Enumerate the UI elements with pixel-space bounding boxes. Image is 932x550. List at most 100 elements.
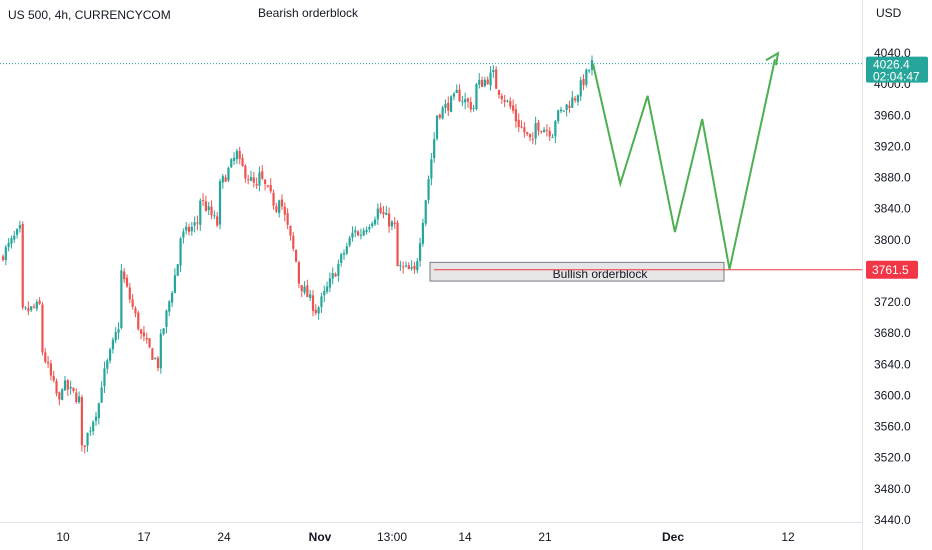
candle-body	[365, 229, 368, 232]
candle-body	[199, 200, 202, 225]
candle-body	[430, 159, 433, 179]
candle-body	[75, 392, 78, 403]
candle-body	[385, 212, 388, 215]
price-tick-label: 3840.0	[874, 202, 911, 216]
candle-body	[531, 138, 534, 140]
candle-body	[142, 332, 146, 337]
candle-body	[455, 89, 458, 94]
candle-body	[492, 69, 495, 73]
candle-body	[464, 99, 467, 103]
candle-body	[207, 206, 210, 211]
candle-body	[323, 290, 326, 296]
candle-body	[452, 93, 456, 97]
last-price-value: 4026.4	[873, 58, 910, 72]
candle-body	[280, 199, 284, 207]
candle-body	[565, 104, 568, 110]
candle-body	[247, 179, 250, 181]
candle-body	[526, 132, 529, 135]
support-price-value: 3761.5	[872, 263, 909, 277]
candle-body	[362, 230, 365, 236]
candle-body	[283, 206, 286, 215]
candle-body	[551, 136, 554, 138]
projection-path[interactable]	[592, 59, 776, 270]
candle-body	[89, 430, 92, 432]
chart-title: US 500, 4h, CURRENCYCOM	[8, 8, 171, 22]
candle-body	[55, 380, 58, 394]
candle-body	[331, 273, 334, 279]
candle-body	[571, 97, 574, 108]
candle-body	[309, 294, 312, 298]
candle-body	[317, 307, 320, 314]
candle-body	[548, 130, 551, 137]
bullish-orderblock-box[interactable]	[429, 261, 725, 282]
candle-body	[278, 200, 281, 213]
candle-body	[523, 127, 526, 133]
candle-body	[269, 184, 272, 192]
candle-body	[576, 95, 580, 102]
candle-body	[542, 129, 546, 133]
candle-body	[393, 222, 396, 224]
candle-body	[342, 253, 346, 255]
candle-body	[537, 122, 540, 131]
candle-body	[176, 264, 179, 276]
time-tick-label: 21	[538, 530, 552, 544]
candle-body	[224, 177, 227, 182]
candle-body	[421, 222, 425, 244]
price-tick-label: 3880.0	[874, 171, 911, 185]
candle-body	[63, 380, 67, 391]
candle-body	[134, 308, 137, 314]
candle-body	[351, 232, 354, 238]
candle-body	[382, 212, 385, 215]
candle-body	[24, 307, 27, 309]
candle-body	[486, 79, 489, 84]
candle-body	[159, 333, 162, 369]
candle-body	[187, 226, 191, 232]
time-tick-label: 24	[217, 530, 231, 544]
candle-body	[218, 181, 222, 225]
candle-body	[241, 158, 244, 167]
candle-body	[30, 306, 33, 311]
candle-body	[182, 231, 185, 238]
candle-body	[148, 338, 151, 348]
time-axis[interactable]: 10 17 24 Nov 13:00 14 21 Dec 12	[56, 530, 795, 544]
time-tick-label: 13:00	[377, 530, 407, 544]
candle-body	[466, 98, 470, 102]
candle-body	[483, 79, 487, 86]
candle-body	[15, 229, 19, 235]
candle-body	[66, 380, 69, 390]
candle-body	[495, 69, 498, 89]
candle-body	[356, 231, 360, 236]
candle-body	[252, 177, 255, 183]
candle-body	[402, 266, 405, 268]
candle-body	[128, 287, 131, 300]
candle-body	[193, 222, 196, 226]
candle-body	[334, 273, 337, 277]
candle-body	[227, 167, 230, 181]
candle-body	[396, 222, 399, 267]
candle-body	[162, 328, 165, 334]
candle-body	[590, 60, 594, 70]
candle-body	[416, 261, 419, 271]
candle-body	[58, 392, 61, 400]
time-tick-label: 14	[458, 530, 472, 544]
candle-body	[503, 100, 506, 102]
candle-body	[38, 300, 41, 304]
candle-body	[170, 292, 174, 303]
candle-body	[86, 432, 89, 446]
candle-body	[585, 69, 588, 85]
candle-body	[376, 208, 379, 220]
candle-body	[13, 235, 16, 240]
candle-body	[520, 126, 523, 128]
candle-body	[238, 150, 241, 159]
candle-body	[32, 306, 36, 308]
candle-body	[289, 225, 292, 236]
candle-body	[390, 221, 394, 227]
candle-body	[244, 165, 247, 179]
candle-body	[562, 110, 565, 112]
candle-body	[266, 185, 270, 187]
candle-body	[7, 242, 10, 247]
candle-body	[108, 349, 112, 361]
candle-body	[379, 207, 382, 213]
candle-body	[444, 103, 447, 109]
